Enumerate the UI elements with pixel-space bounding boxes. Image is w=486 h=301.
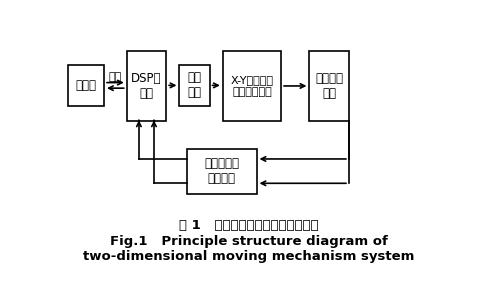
Bar: [68, 65, 104, 106]
Text: 光栅尺信号
采集电路: 光栅尺信号 采集电路: [204, 157, 239, 185]
Text: DSP控
制器: DSP控 制器: [131, 72, 162, 100]
Bar: [127, 51, 166, 121]
Text: 串口: 串口: [109, 72, 122, 82]
Bar: [310, 51, 349, 121]
Text: two-dimensional moving mechanism system: two-dimensional moving mechanism system: [84, 250, 415, 263]
Text: 电压
输出: 电压 输出: [188, 71, 202, 99]
Text: 三维运动
机构: 三维运动 机构: [315, 72, 343, 100]
Bar: [187, 148, 257, 194]
Text: X-Y平移台超
声波电机驱动: X-Y平移台超 声波电机驱动: [230, 75, 274, 97]
Text: Fig.1   Principle structure diagram of: Fig.1 Principle structure diagram of: [110, 235, 388, 248]
Bar: [179, 65, 209, 106]
Text: 上位机: 上位机: [76, 79, 97, 92]
Text: 图 1   二维运动机构系统原理结构图: 图 1 二维运动机构系统原理结构图: [179, 219, 319, 231]
Bar: [223, 51, 281, 121]
